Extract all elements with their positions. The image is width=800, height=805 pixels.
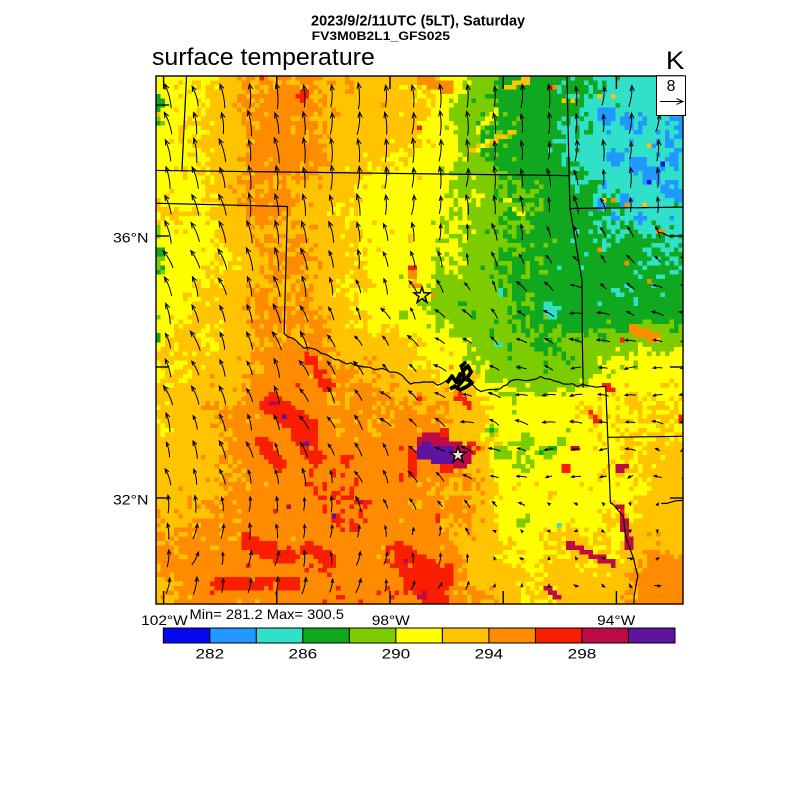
svg-text:294: 294 [475, 647, 504, 662]
svg-text:298: 298 [568, 647, 597, 662]
svg-text:32°N: 32°N [113, 493, 148, 508]
svg-text:102°W: 102°W [141, 614, 188, 629]
svg-text:286: 286 [289, 647, 318, 662]
svg-text:94°W: 94°W [597, 614, 635, 629]
svg-text:K: K [666, 46, 685, 74]
svg-text:282: 282 [196, 647, 225, 662]
svg-text:Min= 281.2 Max= 300.5: Min= 281.2 Max= 300.5 [190, 607, 345, 622]
svg-text:98°W: 98°W [372, 614, 410, 629]
svg-text:surface temperature: surface temperature [152, 44, 375, 70]
svg-text:8: 8 [667, 78, 676, 95]
svg-text:36°N: 36°N [113, 231, 148, 246]
svg-text:2023/9/2/11UTC (5LT), Saturday: 2023/9/2/11UTC (5LT), Saturday [311, 14, 525, 30]
svg-text:290: 290 [382, 647, 411, 662]
svg-text:FV3M0B2L1_GFS025: FV3M0B2L1_GFS025 [312, 29, 450, 43]
